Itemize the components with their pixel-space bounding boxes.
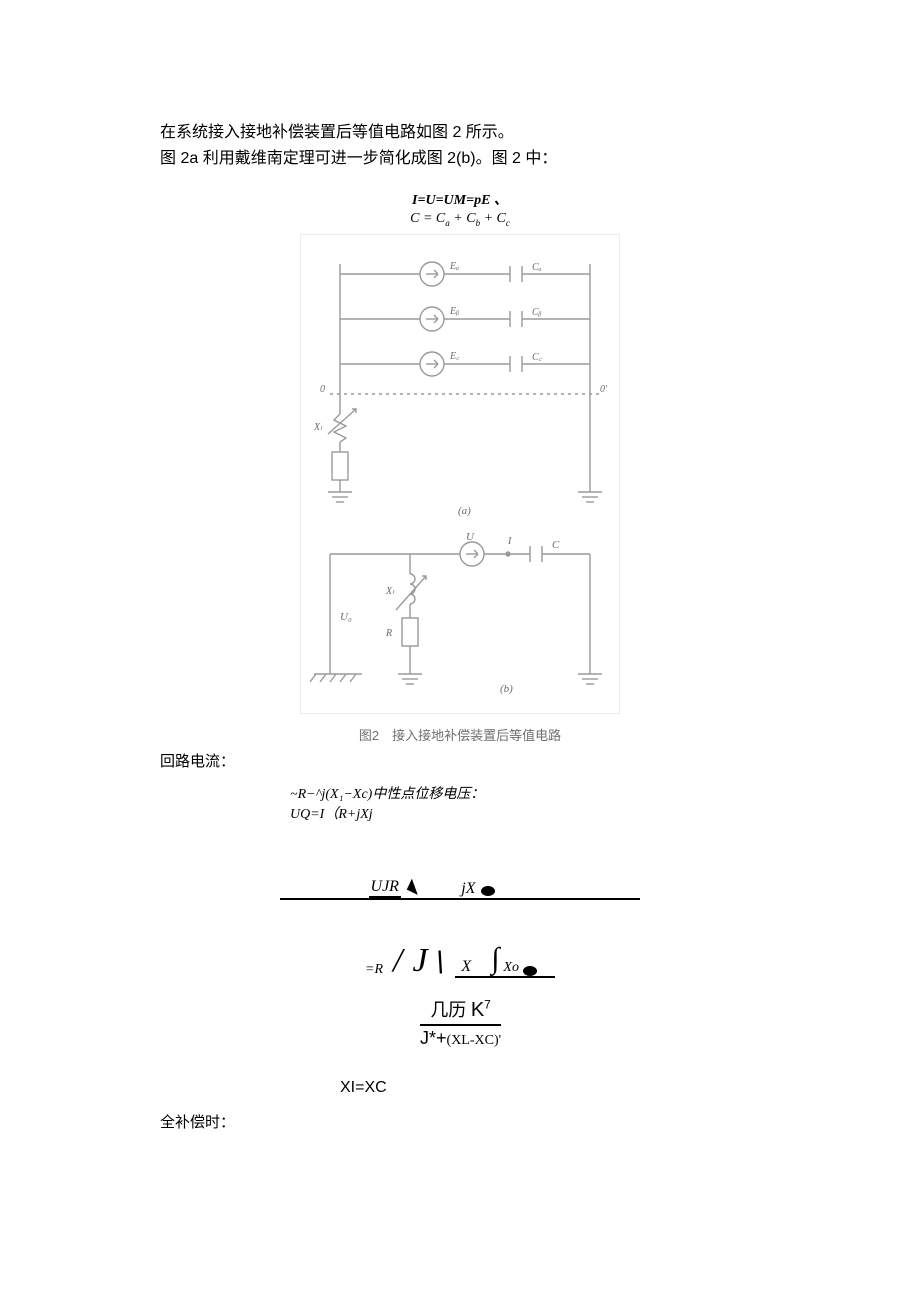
integral-icon: ∫ xyxy=(491,942,499,976)
label-U0: U₀ xyxy=(340,611,352,623)
label-Cc: C꜀ xyxy=(532,352,543,363)
slash-icon: / xyxy=(393,944,402,978)
equation-2: C = Ca + Cb + Cc xyxy=(160,211,760,228)
fraction-block: 几历 K7 J*+(XL-XC)' xyxy=(420,996,501,1049)
paragraph-1: 在系统接入接地补偿装置后等值电路如图 2 所示。 xyxy=(160,120,760,146)
formula-block: UJR ◣ jX =R / J∖ X ∫ Xo xyxy=(280,876,640,978)
label-a: (a) xyxy=(458,505,471,517)
label-0: 0 xyxy=(320,384,325,395)
label-0p: 0' xyxy=(600,384,608,395)
mid-eq-2: UQ=I（R+jXj xyxy=(290,805,760,825)
label-Xl-b: Xₗ xyxy=(385,586,395,597)
label-Ea: Eₐ xyxy=(449,261,459,272)
formula-xo: Xo xyxy=(503,960,519,976)
figure-caption: 图2 接入接地补偿装置后等值电路 xyxy=(300,725,620,744)
formula-Xbig: X xyxy=(461,958,471,976)
circuit-diagram: Eₐ Eᵦ E꜀ Cₐ Cᵦ C꜀ 0 0' Xₗ (a) xyxy=(300,234,620,744)
formula-jX: jX xyxy=(461,880,475,898)
label-Eb: Eᵦ xyxy=(449,306,459,317)
formula-UJR: UJR xyxy=(369,878,401,898)
oval-icon-2 xyxy=(523,966,537,976)
loop-current-label: 回路电流： xyxy=(160,750,760,771)
paragraph-2: 图 2a 利用戴维南定理可进一步简化成图 2(b)。图 2 中： xyxy=(160,146,760,172)
label-C: C xyxy=(552,539,560,551)
formula-eqR: =R xyxy=(365,962,383,978)
label-Ec: E꜀ xyxy=(449,351,460,362)
equation-1: I=U=UM=pE 、 xyxy=(160,189,760,209)
bottom-note: 全补偿时： xyxy=(160,1111,760,1132)
label-U: U xyxy=(466,531,475,543)
label-b: (b) xyxy=(500,683,513,695)
mid-eq-1: ~R−^j(X₁−Xc)中性点位移电压： xyxy=(290,785,760,805)
label-R: R xyxy=(385,628,392,639)
oval-icon-1 xyxy=(481,886,495,896)
label-Cb: Cᵦ xyxy=(532,307,542,318)
label-Ca: Cₐ xyxy=(532,262,542,273)
label-I: I xyxy=(507,536,512,547)
bigJ-icon: J∖ xyxy=(412,944,445,978)
xlxc-eq: XI=XC xyxy=(340,1079,760,1097)
label-Xl-a: Xₗ xyxy=(313,422,323,433)
wedge-icon: ◣ xyxy=(405,874,425,897)
